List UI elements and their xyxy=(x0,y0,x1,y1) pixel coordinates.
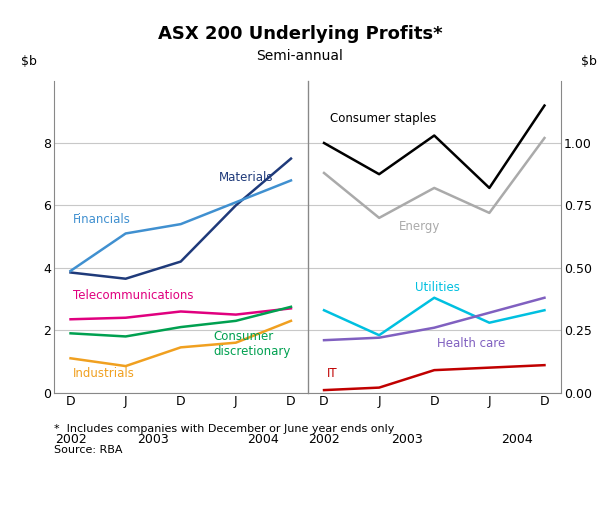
Text: Energy: Energy xyxy=(398,220,440,233)
Text: Source: RBA: Source: RBA xyxy=(54,445,122,454)
Text: 2002: 2002 xyxy=(308,433,340,446)
Text: Utilities: Utilities xyxy=(415,281,460,294)
Text: Telecommunications: Telecommunications xyxy=(73,289,194,302)
Text: $b: $b xyxy=(581,55,596,68)
Text: Consumer
discretionary: Consumer discretionary xyxy=(214,330,291,358)
Text: *  Includes companies with December or June year ends only: * Includes companies with December or Ju… xyxy=(54,424,394,434)
Text: 2004: 2004 xyxy=(501,433,533,446)
Text: Health care: Health care xyxy=(437,337,505,350)
Text: Semi-annual: Semi-annual xyxy=(257,49,343,62)
Text: 2004: 2004 xyxy=(248,433,279,446)
Text: 2003: 2003 xyxy=(137,433,169,446)
Text: 2003: 2003 xyxy=(391,433,422,446)
Text: IT: IT xyxy=(327,367,337,381)
Text: Consumer staples: Consumer staples xyxy=(329,111,436,124)
Text: Materials: Materials xyxy=(220,171,274,184)
Text: ASX 200 Underlying Profits*: ASX 200 Underlying Profits* xyxy=(158,25,442,43)
Text: Industrials: Industrials xyxy=(73,367,135,381)
Text: $b: $b xyxy=(21,55,37,68)
Text: 2002: 2002 xyxy=(55,433,86,446)
Text: Financials: Financials xyxy=(73,213,131,226)
